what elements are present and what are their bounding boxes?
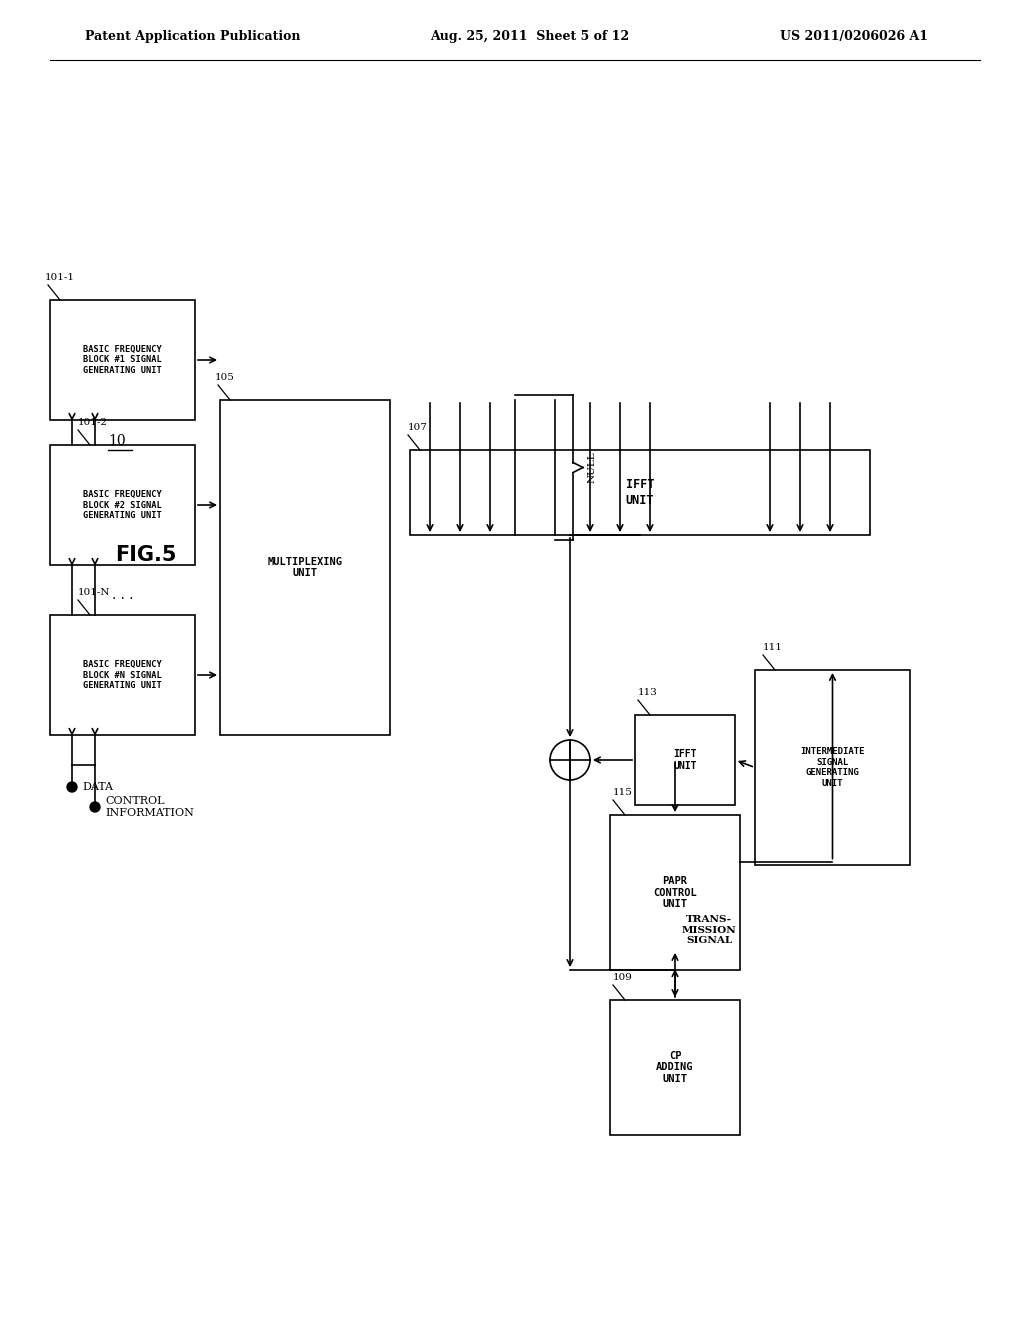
Text: CONTROL
INFORMATION: CONTROL INFORMATION [105,796,194,818]
Text: MULTIPLEXING
UNIT: MULTIPLEXING UNIT [267,557,342,578]
Text: 109: 109 [613,973,633,982]
Text: TRANS-
MISSION
SIGNAL: TRANS- MISSION SIGNAL [682,915,736,945]
Text: 101-1: 101-1 [45,273,75,282]
Text: Aug. 25, 2011  Sheet 5 of 12: Aug. 25, 2011 Sheet 5 of 12 [430,30,629,44]
Text: Patent Application Publication: Patent Application Publication [85,30,300,44]
FancyBboxPatch shape [755,671,910,865]
FancyBboxPatch shape [50,615,195,735]
Circle shape [90,803,100,812]
FancyBboxPatch shape [410,450,870,535]
FancyBboxPatch shape [50,300,195,420]
Text: BASIC FREQUENCY
BLOCK #1 SIGNAL
GENERATING UNIT: BASIC FREQUENCY BLOCK #1 SIGNAL GENERATI… [83,345,162,375]
FancyBboxPatch shape [610,814,740,970]
FancyBboxPatch shape [635,715,735,805]
Text: 101-N: 101-N [78,587,111,597]
Text: US 2011/0206026 A1: US 2011/0206026 A1 [780,30,928,44]
FancyBboxPatch shape [220,400,390,735]
Text: 107: 107 [408,422,428,432]
Text: BASIC FREQUENCY
BLOCK #2 SIGNAL
GENERATING UNIT: BASIC FREQUENCY BLOCK #2 SIGNAL GENERATI… [83,490,162,520]
Text: 113: 113 [638,688,657,697]
Circle shape [67,781,77,792]
Text: 101-2: 101-2 [78,418,108,426]
Text: CP
ADDING
UNIT: CP ADDING UNIT [656,1051,693,1084]
Text: FIG.5: FIG.5 [115,545,176,565]
Text: BASIC FREQUENCY
BLOCK #N SIGNAL
GENERATING UNIT: BASIC FREQUENCY BLOCK #N SIGNAL GENERATI… [83,660,162,690]
FancyBboxPatch shape [50,445,195,565]
Text: 10: 10 [108,434,126,447]
Text: 115: 115 [613,788,633,797]
Text: 111: 111 [763,643,783,652]
Text: . . .: . . . [112,587,133,602]
Text: IFFT
UNIT: IFFT UNIT [626,479,654,507]
Text: PAPR
CONTROL
UNIT: PAPR CONTROL UNIT [653,876,697,909]
Text: IFFT
UNIT: IFFT UNIT [673,750,696,771]
Text: 105: 105 [215,374,234,381]
Text: INTERMEDIATE
SIGNAL
GENERATING
UNIT: INTERMEDIATE SIGNAL GENERATING UNIT [800,747,864,788]
FancyBboxPatch shape [610,1001,740,1135]
Text: NULL: NULL [588,451,597,483]
Text: DATA: DATA [82,781,113,792]
